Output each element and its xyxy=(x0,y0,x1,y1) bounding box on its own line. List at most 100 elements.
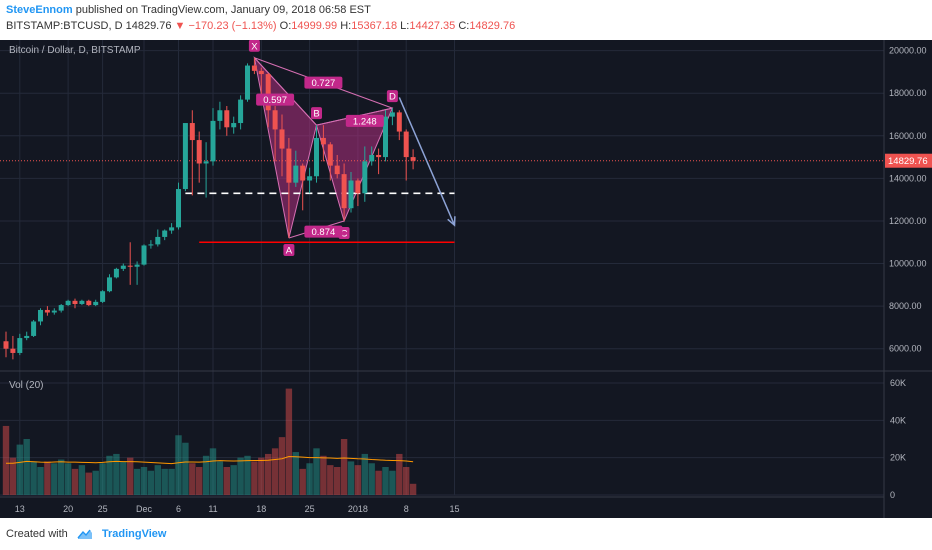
candle-body xyxy=(327,144,333,166)
candle-body xyxy=(362,161,368,194)
volume-bar xyxy=(299,468,306,495)
volume-bar xyxy=(202,455,210,495)
volume-bar xyxy=(368,463,375,495)
candle-body xyxy=(10,348,16,353)
candle-body xyxy=(410,157,416,161)
low-label: L: xyxy=(400,20,410,32)
time-tick-label: 25 xyxy=(305,504,315,514)
candle-body xyxy=(86,300,92,306)
volume-bar xyxy=(258,457,265,495)
pattern-ratio-label: 0.874 xyxy=(312,227,336,238)
candle-body xyxy=(203,161,209,164)
volume-bar xyxy=(327,465,334,495)
volume-bar xyxy=(409,483,417,495)
volume-bar xyxy=(320,455,327,495)
volume-bar xyxy=(285,388,293,495)
candle-body xyxy=(120,265,126,269)
volume-bar xyxy=(99,463,106,495)
candle-body xyxy=(169,227,175,231)
candle-body xyxy=(300,165,306,181)
low-value: 14427.35 xyxy=(409,20,456,32)
volume-bar xyxy=(182,442,189,495)
ohlc-line: BITSTAMP:BTCUSD, D 14829.76 ▼ −170.23 (−… xyxy=(6,20,515,32)
down-arrow-icon: ▼ xyxy=(174,20,186,32)
pattern-ratio-label: 1.248 xyxy=(353,116,377,127)
tradingview-link[interactable]: TradingView xyxy=(101,528,167,540)
candle-body xyxy=(24,335,30,339)
volume-bar xyxy=(44,461,51,495)
time-tick-label: 18 xyxy=(256,504,266,514)
candle-body xyxy=(72,300,78,304)
price-chart[interactable]: X A B C D 0.597 0.727 1.248 0.874 20000.00 18000.… xyxy=(0,39,932,518)
candle-body xyxy=(293,165,299,183)
volume-bar xyxy=(396,453,403,495)
volume-bar xyxy=(175,435,182,495)
time-tick-label: 15 xyxy=(449,504,459,514)
candle-body xyxy=(279,129,285,149)
volume-bar xyxy=(375,470,382,495)
candle-body xyxy=(396,112,402,132)
pattern-ratio-label-box xyxy=(304,225,343,238)
pattern-ratio-label: 0.597 xyxy=(263,95,287,106)
volume-bar xyxy=(37,467,44,495)
volume-bar xyxy=(278,437,286,495)
pattern-ratio-label: 0.727 xyxy=(312,78,336,89)
candle-body xyxy=(51,310,57,313)
chart-area[interactable]: X A B C D 0.597 0.727 1.248 0.874 20000.00 18000.… xyxy=(0,39,932,518)
volume-bar xyxy=(306,463,313,495)
volume-bar xyxy=(223,467,230,495)
candle-body xyxy=(44,309,50,313)
open-value: 14999.99 xyxy=(291,20,338,32)
volume-bar xyxy=(251,461,258,495)
author-link[interactable]: SteveEnnom xyxy=(6,4,73,16)
volume-bar xyxy=(209,448,217,495)
candle-body xyxy=(403,131,409,158)
pattern-point-label-box xyxy=(248,39,260,52)
time-tick-label: 8 xyxy=(404,504,409,514)
current-price-label: 14829.76 xyxy=(888,156,928,167)
pattern-labels: X A B C D 0.597 0.727 1.248 0.874 xyxy=(248,39,398,257)
candle-body xyxy=(79,300,85,304)
candle-body xyxy=(238,99,244,124)
high-value: 15367.18 xyxy=(351,20,398,32)
volume-bar xyxy=(389,470,396,495)
candle-body xyxy=(348,180,354,209)
pattern-point-label-box xyxy=(311,107,322,120)
volume-bar xyxy=(292,452,299,495)
volume-tick-label: 0 xyxy=(890,490,895,500)
price-change: −170.23 (−1.13%) xyxy=(188,20,277,32)
volume-bar xyxy=(382,467,389,495)
volume-bar xyxy=(71,468,79,495)
candle-body xyxy=(251,65,257,71)
pattern-ratio-line xyxy=(254,57,317,126)
chart-title: Bitcoin / Dollar, D, BITSTAMP xyxy=(9,45,141,56)
volume-bar xyxy=(106,455,113,495)
time-tick-label: 25 xyxy=(98,504,108,514)
volume-bar xyxy=(168,468,175,495)
volume-tick-label: 20K xyxy=(890,453,906,463)
price-tick-label: 14000.00 xyxy=(889,173,927,183)
volume-bar xyxy=(230,465,237,495)
candle-body xyxy=(93,301,99,306)
volume-bars xyxy=(2,388,417,495)
price-tick-label: 10000.00 xyxy=(889,259,927,269)
candle-body xyxy=(141,245,147,265)
volume-bar xyxy=(51,463,58,495)
candle-body xyxy=(231,123,237,128)
price-tick-label: 12000.00 xyxy=(889,216,927,226)
pattern-ratio-label-box xyxy=(304,76,343,89)
current-price-badge xyxy=(885,153,932,168)
time-tick-label: 11 xyxy=(208,504,217,514)
volume-bar xyxy=(403,467,410,495)
candle-body xyxy=(389,112,395,117)
candle-body xyxy=(38,309,43,322)
pattern-point-label: X xyxy=(251,41,258,52)
pattern-ratio-label-box xyxy=(345,114,384,127)
volume-bar xyxy=(85,472,92,495)
candle-body xyxy=(31,321,37,336)
time-tick-label: 2018 xyxy=(348,504,368,514)
candle-body xyxy=(320,137,326,145)
candle-body xyxy=(127,265,133,267)
volume-bar xyxy=(271,448,279,495)
grid xyxy=(0,40,884,496)
